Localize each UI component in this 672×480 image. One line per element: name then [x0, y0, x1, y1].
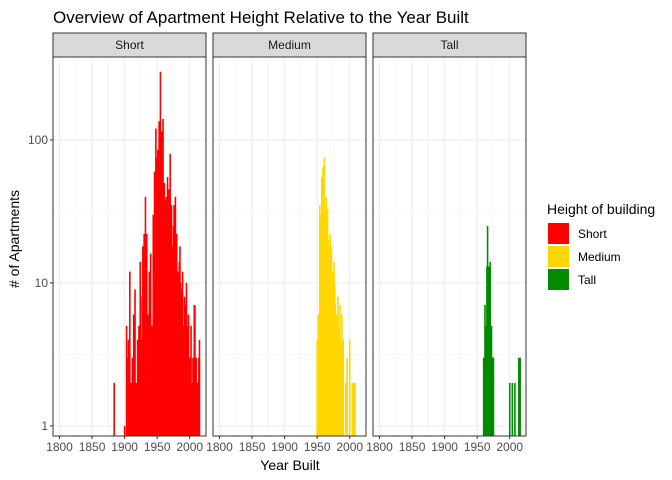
bar [125, 325, 128, 436]
bar [518, 357, 520, 436]
bar [482, 357, 485, 436]
bar [508, 382, 511, 436]
bar [127, 339, 130, 436]
x-tick-label: 2000 [176, 440, 203, 454]
x-tick-label: 1900 [431, 440, 458, 454]
x-axis-title: Year Built [260, 457, 320, 473]
bar [123, 425, 126, 436]
bar [144, 196, 147, 436]
facet-strip-tall [372, 32, 527, 58]
bar [151, 325, 153, 436]
bar [152, 214, 155, 436]
legend-key-short [548, 223, 569, 244]
bar [134, 289, 136, 436]
y-tick-label: 100 [28, 133, 48, 147]
bar [113, 382, 115, 436]
bar [354, 382, 356, 436]
x-tick-label: 1850 [239, 440, 266, 454]
bar [131, 357, 134, 436]
bar [490, 325, 493, 436]
bar [316, 339, 318, 436]
facet-strip-short [52, 32, 207, 58]
legend-key-tall [548, 269, 569, 290]
x-tick-label: 1800 [206, 440, 233, 454]
x-tick-label: 1900 [271, 440, 298, 454]
bar [138, 325, 140, 436]
bar [511, 382, 514, 436]
facet-strip-medium [212, 32, 367, 58]
series-medium [316, 157, 356, 437]
bar [147, 314, 149, 436]
bar [317, 314, 320, 436]
panel-border [212, 56, 367, 437]
bar [135, 382, 138, 436]
bar [492, 357, 495, 436]
panel-border [372, 56, 527, 437]
bar [346, 357, 348, 436]
y-axis-title: # of Apartments [6, 190, 22, 288]
bar [136, 339, 139, 436]
bar [342, 339, 345, 436]
facets: Short 1800 1850 1900 1950 2000 1 10 100 Medium 180… [28, 32, 527, 454]
bar [348, 339, 351, 436]
bar [337, 296, 339, 436]
y-tick-label: 10 [35, 276, 49, 290]
legend-label-medium: Medium [578, 250, 621, 264]
bar [148, 271, 151, 436]
bar [198, 339, 201, 436]
bar [194, 305, 196, 436]
bar [352, 382, 355, 436]
panel-background [373, 57, 526, 436]
bar [190, 382, 193, 436]
bar [145, 233, 148, 436]
bar [195, 357, 198, 436]
bar [149, 253, 152, 436]
bar [514, 382, 516, 436]
x-tick-label: 1950 [304, 440, 331, 454]
x-tick-label: 2000 [496, 440, 523, 454]
x-tick-label: 1950 [464, 440, 491, 454]
bar [129, 271, 131, 436]
series-short [113, 71, 201, 437]
facet-strip-label: Medium [268, 38, 311, 52]
bar [351, 382, 354, 436]
bar [190, 325, 192, 436]
bar [335, 314, 338, 436]
x-tick-label: 1950 [144, 440, 171, 454]
chart-title: Overview of Apartment Height Relative to… [53, 8, 469, 27]
x-tick-label: 1800 [366, 440, 393, 454]
y-tick-label: 1 [41, 419, 48, 433]
facet-strip-label: Short [115, 38, 144, 52]
bar [196, 382, 199, 436]
bar [132, 314, 135, 436]
x-tick-label: 2000 [336, 440, 363, 454]
legend-key-medium [548, 246, 569, 267]
legend-label-short: Short [578, 227, 607, 241]
legend-label-tall: Tall [578, 273, 596, 287]
bar [489, 262, 491, 436]
legend-title: Height of building [547, 201, 655, 217]
bar [341, 314, 343, 436]
x-tick-label: 1800 [46, 440, 73, 454]
bar [519, 357, 521, 436]
bar [130, 382, 132, 436]
bar [334, 305, 337, 436]
x-tick-label: 1850 [79, 440, 106, 454]
x-tick-label: 1900 [111, 440, 138, 454]
bar [345, 382, 347, 436]
bar [339, 339, 342, 436]
legend: Height of building Short Medium Tall [547, 201, 655, 290]
facet-strip-label: Tall [440, 38, 458, 52]
panel-border [52, 56, 207, 437]
x-tick-label: 1850 [399, 440, 426, 454]
series-tall [482, 226, 521, 436]
